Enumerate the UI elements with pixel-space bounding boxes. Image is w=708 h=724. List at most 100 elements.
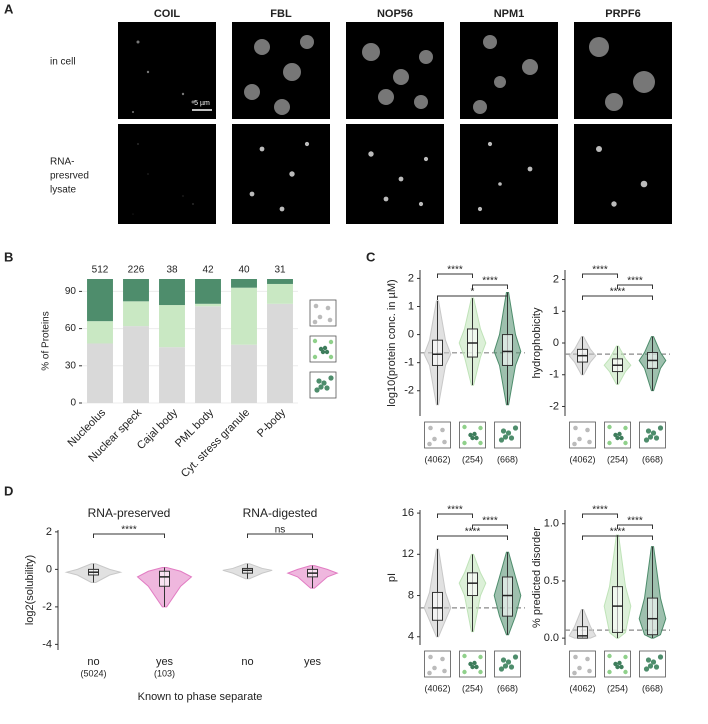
cell xyxy=(487,141,493,147)
count-label: 38 xyxy=(166,265,178,276)
condensate-icon xyxy=(639,421,666,449)
cell xyxy=(522,59,538,75)
icon-dot xyxy=(505,430,512,436)
bar-segment xyxy=(231,344,257,403)
icon-dot xyxy=(615,435,620,441)
count-label: (5024) xyxy=(80,668,106,678)
icon-dot xyxy=(650,430,657,436)
icon-dot xyxy=(607,653,612,659)
icon-dot xyxy=(653,435,660,441)
cell xyxy=(611,201,617,207)
column-title: PRPF6 xyxy=(605,8,640,20)
y-tick-label: -1 xyxy=(404,357,414,369)
icon-dot xyxy=(312,354,318,360)
bar-segment xyxy=(231,287,257,345)
y-tick-label: -2 xyxy=(42,601,52,613)
icon-dot xyxy=(500,428,507,434)
bar-segment xyxy=(231,279,257,288)
icon-dot xyxy=(585,427,590,433)
cell xyxy=(304,141,310,147)
icon-dot xyxy=(462,669,467,675)
cell xyxy=(383,196,389,202)
significance-bracket xyxy=(472,524,508,529)
y-tick-label: 1 xyxy=(408,300,414,312)
count-label: (254) xyxy=(462,454,483,464)
cell xyxy=(136,40,140,44)
row-label: presrved xyxy=(50,171,89,182)
icon-dot xyxy=(328,354,334,360)
icon-dot xyxy=(650,659,657,665)
bar-segment xyxy=(195,279,221,304)
significance-bracket xyxy=(472,284,508,289)
y-tick-label: 1 xyxy=(553,305,559,317)
significance-label: **** xyxy=(592,265,608,276)
significance-label: **** xyxy=(627,276,643,287)
y-axis-label: % of Proteins xyxy=(41,311,52,370)
icon-dot xyxy=(472,431,477,437)
box xyxy=(502,334,513,366)
row-label: in cell xyxy=(50,57,76,68)
micrograph xyxy=(574,124,672,224)
cell xyxy=(473,100,487,114)
cell xyxy=(414,95,428,109)
cell xyxy=(589,37,609,57)
icon-dot xyxy=(428,425,433,431)
count-label: 40 xyxy=(238,265,250,276)
icon-dot xyxy=(428,654,433,660)
icon-dot xyxy=(462,424,467,430)
icon-dot xyxy=(623,669,628,675)
icon-dot xyxy=(470,664,475,670)
y-tick-label: 2 xyxy=(46,526,52,538)
significance-bracket xyxy=(437,295,508,300)
micrograph xyxy=(118,124,216,224)
icon-dot xyxy=(498,666,505,672)
bar-segment xyxy=(195,306,221,403)
significance-label: **** xyxy=(627,516,643,527)
box xyxy=(159,570,170,587)
micrograph xyxy=(346,22,444,119)
cell xyxy=(274,99,290,115)
significance-bracket xyxy=(93,533,165,538)
icon-dot xyxy=(607,440,612,446)
y-tick-label: 30 xyxy=(65,360,77,371)
cell xyxy=(137,143,139,145)
icon-dot xyxy=(474,664,479,670)
count-label: (668) xyxy=(497,683,518,693)
cell xyxy=(300,35,314,49)
icon-dot xyxy=(508,435,515,441)
significance-label: **** xyxy=(482,516,498,527)
cell xyxy=(192,203,194,205)
icon-dot xyxy=(314,387,320,393)
box xyxy=(432,591,443,621)
micrograph xyxy=(118,22,216,119)
y-axis-label: log10(protein conc. in µM) xyxy=(386,279,398,406)
bar-segment xyxy=(267,279,293,284)
significance-label: **** xyxy=(592,505,608,516)
cell xyxy=(498,182,502,186)
y-axis-label: % predicted disorder xyxy=(531,527,543,628)
icon-dot xyxy=(645,657,652,663)
icon-dot xyxy=(647,663,654,669)
count-label: (103) xyxy=(154,668,175,678)
icon-dot xyxy=(321,380,327,386)
significance-bracket xyxy=(582,535,653,540)
cell xyxy=(494,76,506,88)
y-tick-label: -1 xyxy=(549,369,559,381)
icon-dot xyxy=(587,668,592,674)
icon-dot xyxy=(647,434,654,440)
bar-segment xyxy=(159,347,185,403)
significance-bracket xyxy=(582,273,618,278)
significance-label: **** xyxy=(121,525,137,536)
column-title: NPM1 xyxy=(494,8,525,20)
significance-bracket xyxy=(617,284,653,289)
icon-dot xyxy=(312,338,318,344)
icon-dot xyxy=(442,439,447,445)
icon-dot xyxy=(325,305,331,311)
panel-label: A xyxy=(4,1,14,16)
scale-bar-label: 5 µm xyxy=(194,100,210,107)
cell xyxy=(418,201,424,207)
significance-label: ns xyxy=(275,525,286,536)
y-tick-label: 0.5 xyxy=(544,575,559,587)
icon-dot xyxy=(427,670,432,676)
icon-dot xyxy=(623,654,628,660)
